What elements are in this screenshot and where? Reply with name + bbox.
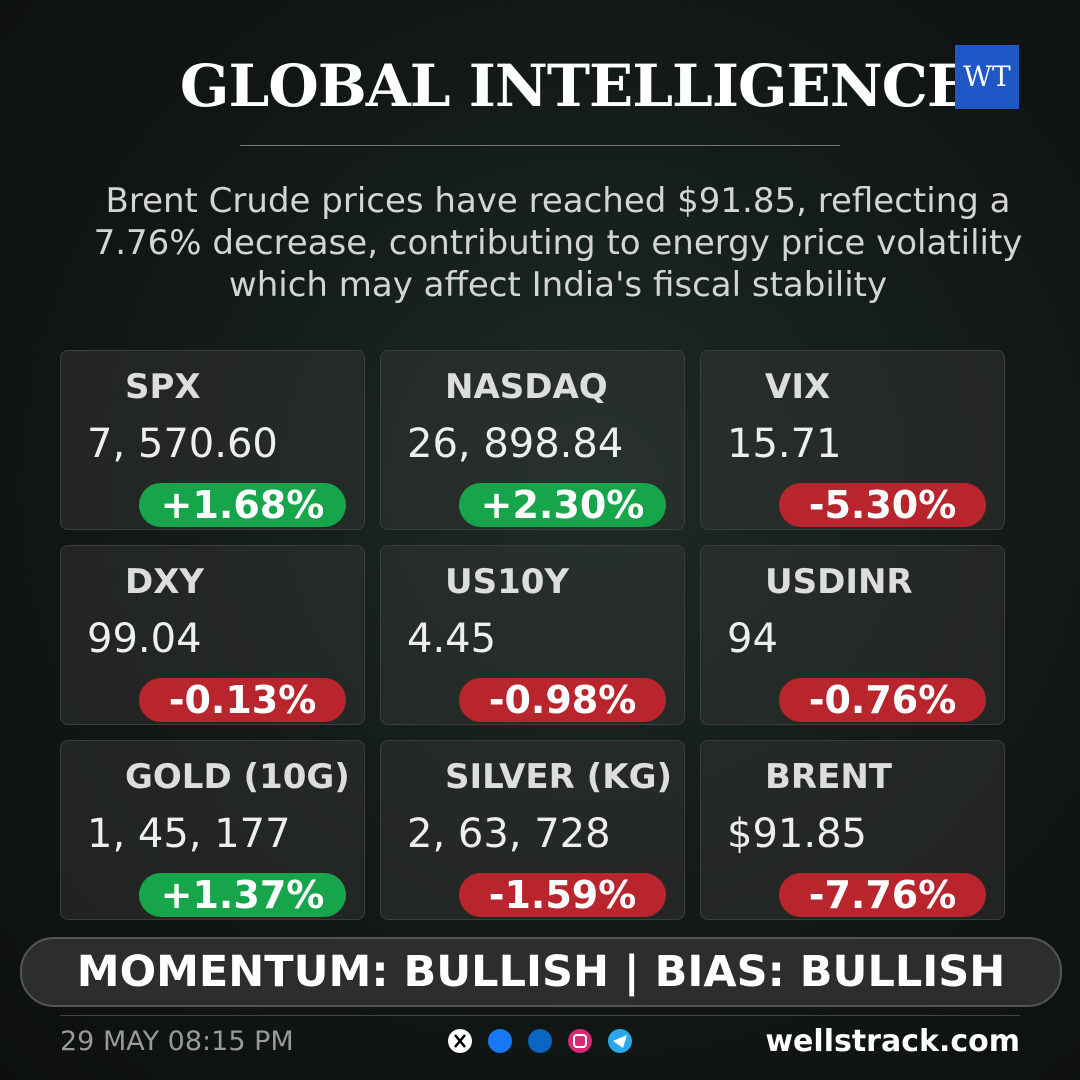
ticker-card: USDINR 94 -0.76%	[700, 545, 1005, 725]
instagram-icon[interactable]	[568, 1029, 592, 1053]
change-badge: +1.37%	[139, 873, 346, 917]
ticker-value: 26, 898.84	[407, 421, 624, 467]
ticker-name: US10Y	[445, 562, 570, 602]
summary: Brent Crude prices have reached $91.85, …	[93, 181, 1023, 305]
ticker-card: DXY 99.04 -0.13%	[60, 545, 365, 725]
ticker-value: 94	[727, 616, 778, 662]
title: GLOBAL INTELLIGENCE	[179, 52, 971, 120]
divider	[60, 1015, 1020, 1016]
ticker-value: 4.45	[407, 616, 497, 662]
ticker-name: SPX	[125, 367, 201, 407]
ticker-value: 2, 63, 728	[407, 811, 611, 857]
ticker-name: GOLD (10G)	[125, 757, 350, 797]
telegram-glyph	[613, 1035, 627, 1048]
ticker-value: 1, 45, 177	[87, 811, 291, 857]
change-badge: -5.30%	[779, 483, 986, 527]
ticker-value: 99.04	[87, 616, 202, 662]
date: 29 MAY 08:15 PM	[60, 1026, 294, 1057]
banner: MOMENTUM: BULLISH | BIAS: BULLISH	[20, 937, 1062, 1007]
ticker-name: BRENT	[765, 757, 892, 797]
ticker-value: 7, 570.60	[87, 421, 278, 467]
change-badge: -0.98%	[459, 678, 666, 722]
ticker-card: GOLD (10G) 1, 45, 177 +1.37%	[60, 740, 365, 920]
ticker-value: 15.71	[727, 421, 842, 467]
ticker-name: VIX	[765, 367, 831, 407]
website[interactable]: wellstrack.com	[765, 1024, 1020, 1059]
ticker-card: VIX 15.71 -5.30%	[700, 350, 1005, 530]
change-badge: -1.59%	[459, 873, 666, 917]
ticker-name: NASDAQ	[445, 367, 608, 407]
ticker-value: $91.85	[727, 811, 867, 857]
change-badge: -0.13%	[139, 678, 346, 722]
ticker-card: NASDAQ 26, 898.84 +2.30%	[380, 350, 685, 530]
change-badge: -0.76%	[779, 678, 986, 722]
divider	[240, 145, 840, 146]
x-glyph	[454, 1034, 466, 1048]
ticker-card: BRENT $91.85 -7.76%	[700, 740, 1005, 920]
ticker-name: DXY	[125, 562, 205, 602]
change-badge: +2.30%	[459, 483, 666, 527]
social-icons	[448, 1029, 632, 1053]
facebook-icon[interactable]	[488, 1029, 512, 1053]
ticker-card: SPX 7, 570.60 +1.68%	[60, 350, 365, 530]
linkedin-icon[interactable]	[528, 1029, 552, 1053]
ticker-card: US10Y 4.45 -0.98%	[380, 545, 685, 725]
ticker-name: SILVER (KG)	[445, 757, 673, 797]
ticker-card: SILVER (KG) 2, 63, 728 -1.59%	[380, 740, 685, 920]
change-badge: +1.68%	[139, 483, 346, 527]
change-badge: -7.76%	[779, 873, 986, 917]
instagram-glyph	[573, 1034, 587, 1048]
logo: WT	[955, 45, 1019, 109]
ticker-name: USDINR	[765, 562, 913, 602]
